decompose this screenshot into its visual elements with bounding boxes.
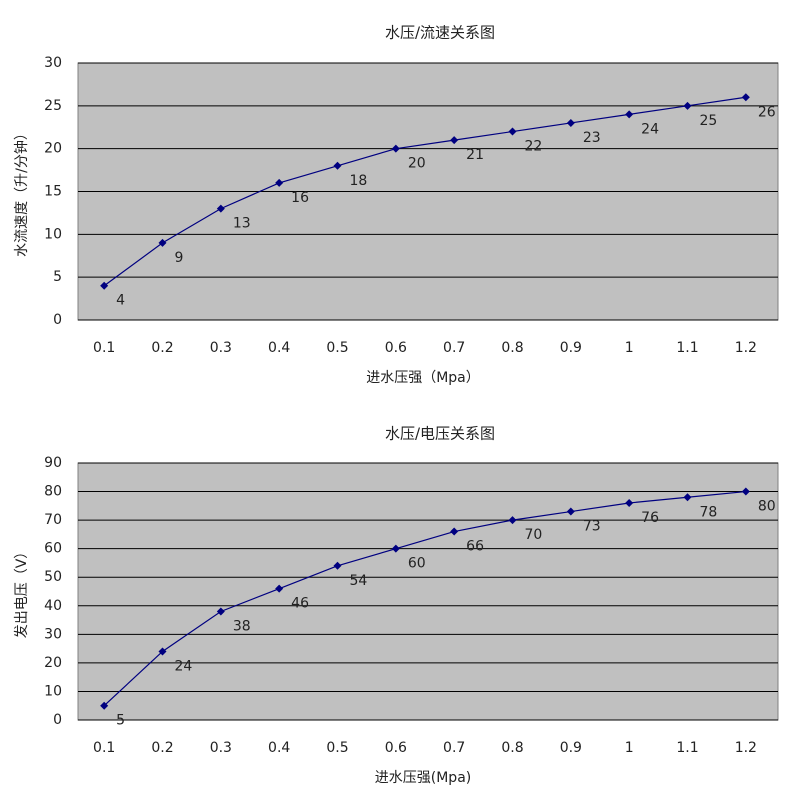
marker: [333, 161, 342, 170]
x-tick-label: 0.1: [93, 340, 115, 356]
x-tick-label: 0.6: [385, 340, 407, 356]
x-tick-label: 1: [625, 740, 634, 756]
data-label: 21: [466, 147, 484, 163]
line: [103, 96, 746, 287]
x-tick-label: 0.7: [443, 740, 465, 756]
y-tick-label: 20: [44, 141, 62, 157]
y-tick-label: 50: [44, 569, 62, 585]
marker: [741, 487, 750, 496]
marker: [333, 561, 342, 570]
data-label: 4: [116, 293, 125, 309]
y-tick-label: 5: [53, 269, 62, 285]
x-tick-label: 0.7: [443, 340, 465, 356]
data-label: 25: [700, 113, 718, 129]
x-tick-label: 0.2: [151, 740, 173, 756]
marker: [508, 516, 517, 525]
marker: [625, 110, 634, 119]
marker: [100, 701, 109, 710]
y-tick-label: 15: [44, 184, 62, 200]
data-label: 46: [291, 596, 309, 612]
x-tick-label: 1.1: [676, 740, 698, 756]
data-label: 70: [525, 527, 543, 543]
data-label: 24: [175, 658, 193, 674]
data-label: 5: [116, 713, 125, 729]
y-tick-label: 20: [44, 655, 62, 671]
x-axis-title: 进水压强（Mpa）: [366, 370, 480, 386]
data-label: 80: [758, 499, 776, 515]
x-tick-label: 1.2: [735, 740, 757, 756]
y-tick-label: 90: [44, 455, 62, 471]
y-tick-label: 60: [44, 541, 62, 557]
y-tick-label: 70: [44, 512, 62, 528]
y-tick-label: 0: [53, 312, 62, 328]
data-label: 9: [175, 250, 184, 266]
x-tick-label: 0.5: [326, 340, 348, 356]
data-label: 78: [700, 504, 718, 520]
y-tick-label: 0: [53, 712, 62, 728]
y-axis-title: 水流速度（升/分钟）: [13, 126, 30, 257]
marker: [508, 127, 517, 136]
data-label: 20: [408, 156, 426, 172]
x-tick-label: 0.4: [268, 740, 290, 756]
chart-title: 水压/电压关系图: [385, 425, 495, 443]
y-tick-label: 25: [44, 98, 62, 114]
x-tick-label: 0.6: [385, 740, 407, 756]
x-tick-label: 0.1: [93, 740, 115, 756]
x-tick-label: 0.3: [210, 340, 232, 356]
marker: [566, 507, 575, 516]
x-tick-label: 0.9: [560, 740, 582, 756]
y-axis-title: 发出电压（V）: [14, 545, 30, 639]
y-tick-label: 80: [44, 484, 62, 500]
data-label: 22: [525, 139, 543, 155]
marker: [450, 527, 459, 536]
x-tick-label: 0.8: [501, 340, 523, 356]
x-tick-label: 1.2: [735, 340, 757, 356]
marker: [450, 136, 459, 145]
x-tick-label: 0.2: [151, 340, 173, 356]
y-tick-label: 40: [44, 598, 62, 614]
data-label: 13: [233, 216, 251, 232]
data-label: 54: [350, 573, 368, 589]
y-tick-label: 10: [44, 683, 62, 699]
marker: [625, 498, 634, 507]
marker: [391, 144, 400, 153]
marker: [275, 584, 284, 593]
data-label: 76: [641, 510, 659, 526]
x-axis-title: 进水压强(Mpa): [375, 770, 471, 786]
plot-area: [77, 462, 779, 721]
data-label: 73: [583, 519, 601, 535]
data-label: 26: [758, 104, 776, 120]
data-label: 23: [583, 130, 601, 146]
marker: [683, 101, 692, 110]
line: [103, 490, 746, 707]
x-tick-label: 0.3: [210, 740, 232, 756]
marker: [566, 118, 575, 127]
marker: [275, 178, 284, 187]
chart-title: 水压/流速关系图: [385, 24, 495, 42]
x-tick-label: 0.8: [501, 740, 523, 756]
marker: [741, 93, 750, 102]
data-label: 24: [641, 121, 659, 137]
data-label: 16: [291, 190, 309, 206]
data-label: 38: [233, 618, 251, 634]
marker: [391, 544, 400, 553]
x-tick-label: 1.1: [676, 340, 698, 356]
data-label: 18: [350, 173, 368, 189]
marker: [158, 647, 167, 656]
marker: [216, 607, 225, 616]
x-tick-label: 0.4: [268, 340, 290, 356]
marker: [100, 281, 109, 290]
data-label: 60: [408, 556, 426, 572]
marker: [683, 493, 692, 502]
marker: [158, 238, 167, 247]
y-tick-label: 30: [44, 55, 62, 71]
data-label: 66: [466, 539, 484, 555]
marker: [216, 204, 225, 213]
x-tick-label: 0.9: [560, 340, 582, 356]
x-tick-label: 0.5: [326, 740, 348, 756]
y-tick-label: 30: [44, 626, 62, 642]
y-tick-label: 10: [44, 226, 62, 242]
x-tick-label: 1: [625, 340, 634, 356]
